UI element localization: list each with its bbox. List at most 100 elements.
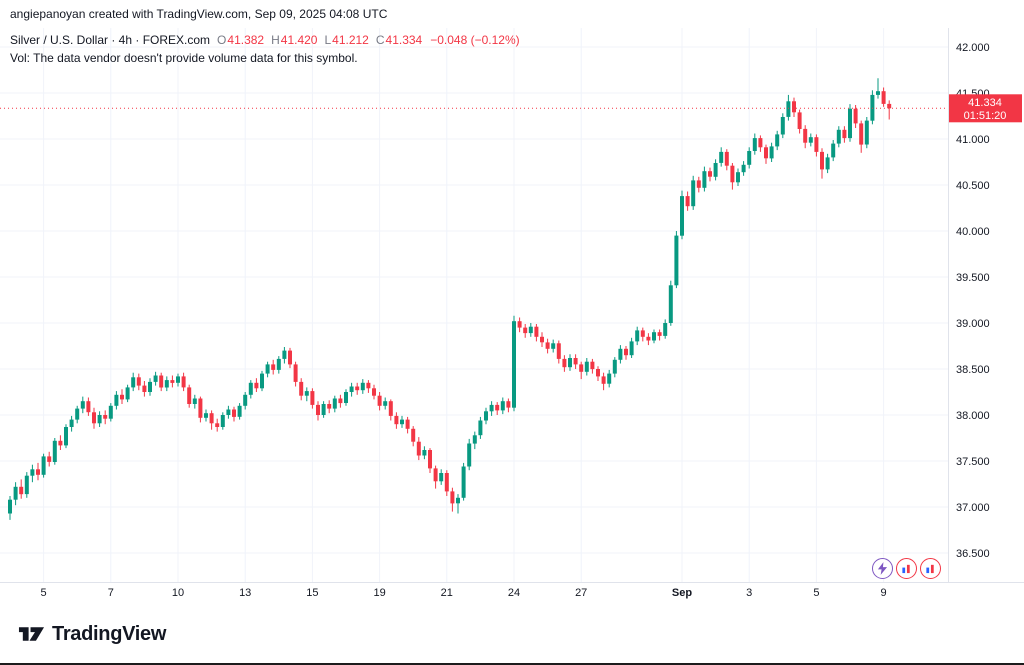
candle: [355, 382, 360, 395]
candle: [260, 370, 264, 392]
candle: [187, 384, 192, 408]
time-axis-label: 10: [171, 587, 185, 599]
bottom-border: [0, 663, 1024, 665]
candle: [428, 448, 432, 473]
candle: [30, 464, 35, 483]
time-axis-label: 5: [40, 587, 47, 599]
candlestick-chart[interactable]: 42.00041.50041.00040.50040.00039.50039.0…: [0, 28, 1024, 582]
candle: [842, 126, 847, 143]
candle: [668, 280, 673, 326]
candle: [394, 412, 399, 429]
candle: [153, 371, 158, 386]
candle: [198, 396, 203, 423]
candle: [232, 406, 236, 422]
time-axis-label: 15: [306, 587, 319, 599]
candle: [456, 494, 460, 514]
candle: [416, 437, 421, 461]
candle: [276, 356, 281, 374]
candle: [131, 372, 136, 392]
time-axis-label: 3: [746, 587, 753, 599]
candle: [439, 469, 444, 485]
candle: [500, 397, 505, 415]
candle: [444, 470, 449, 496]
tradingview-logo-icon: [18, 627, 45, 641]
candle: [220, 412, 225, 430]
tradingview-logo[interactable]: TradingView: [18, 622, 166, 646]
candle: [741, 161, 746, 176]
candle: [887, 100, 892, 120]
candle: [859, 120, 864, 153]
candle: [736, 168, 740, 186]
candle: [881, 87, 886, 107]
bar-chart-icon[interactable]: [896, 558, 917, 579]
candle: [685, 191, 690, 211]
candle: [870, 90, 875, 125]
candle: [663, 319, 668, 339]
candle: [607, 369, 612, 388]
candle: [422, 446, 427, 460]
time-axis-label: 24: [507, 587, 521, 599]
candle: [8, 496, 12, 520]
candle: [47, 451, 52, 467]
candle: [316, 401, 320, 421]
candle: [764, 144, 768, 164]
candle: [724, 149, 729, 171]
candle: [472, 431, 477, 450]
candle: [204, 409, 208, 422]
candle: [366, 380, 371, 393]
candle: [612, 357, 617, 378]
candle: [237, 403, 242, 420]
time-axis[interactable]: 5 7 10 13 15 19 21 24 27 Sep 3 5 9: [0, 582, 1024, 605]
candle: [226, 405, 231, 419]
candle: [265, 361, 270, 378]
candle: [125, 384, 130, 403]
candle: [13, 482, 18, 506]
candle: [170, 375, 175, 388]
footer: TradingView: [0, 605, 1024, 663]
candle: [484, 407, 488, 425]
candle: [646, 333, 651, 346]
time-axis-label: 5: [813, 587, 820, 599]
candle: [450, 487, 455, 512]
candle: [192, 394, 197, 409]
price-axis-label: 37.500: [956, 456, 990, 468]
candle: [114, 391, 119, 410]
candle: [758, 135, 763, 152]
candle: [58, 435, 63, 450]
candle: [803, 125, 808, 149]
candle: [568, 354, 572, 371]
candle: [590, 358, 595, 374]
candle: [24, 472, 29, 498]
chart-area[interactable]: 42.000 41.500 41.000 40.500 40.000 39.500 39.0…: [0, 28, 1024, 582]
price-axis-label: 37.000: [956, 502, 990, 514]
candle: [461, 462, 466, 501]
idea-icons-row: [872, 558, 941, 579]
candle: [752, 133, 757, 155]
candle: [176, 373, 180, 387]
candle: [148, 378, 152, 396]
candle: [271, 359, 276, 375]
candle: [780, 113, 785, 139]
candle: [108, 403, 113, 422]
lightning-icon[interactable]: [872, 558, 893, 579]
candle: [293, 361, 298, 387]
candle: [243, 392, 248, 410]
candle: [64, 424, 68, 449]
time-axis-label: Sep: [671, 587, 693, 599]
candle: [618, 345, 623, 364]
candle: [562, 355, 567, 372]
candle: [86, 397, 91, 416]
candle: [702, 166, 707, 192]
candle: [97, 411, 102, 427]
candle: [159, 372, 164, 392]
candle: [831, 140, 836, 162]
candle: [338, 394, 343, 408]
candle: [41, 453, 46, 478]
bar-chart-icon-2[interactable]: [920, 558, 941, 579]
candle: [573, 354, 578, 369]
candle: [836, 126, 841, 148]
candle: [349, 382, 354, 397]
candle: [75, 405, 80, 424]
candle: [556, 340, 561, 364]
candle: [876, 78, 880, 99]
